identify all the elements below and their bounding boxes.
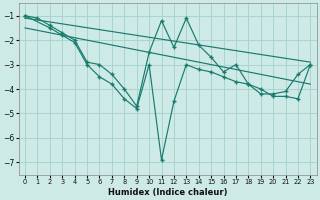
X-axis label: Humidex (Indice chaleur): Humidex (Indice chaleur)	[108, 188, 228, 197]
